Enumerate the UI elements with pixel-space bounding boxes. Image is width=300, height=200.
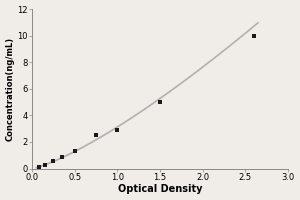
Y-axis label: Concentration(ng/mL): Concentration(ng/mL) [6,37,15,141]
X-axis label: Optical Density: Optical Density [118,184,202,194]
